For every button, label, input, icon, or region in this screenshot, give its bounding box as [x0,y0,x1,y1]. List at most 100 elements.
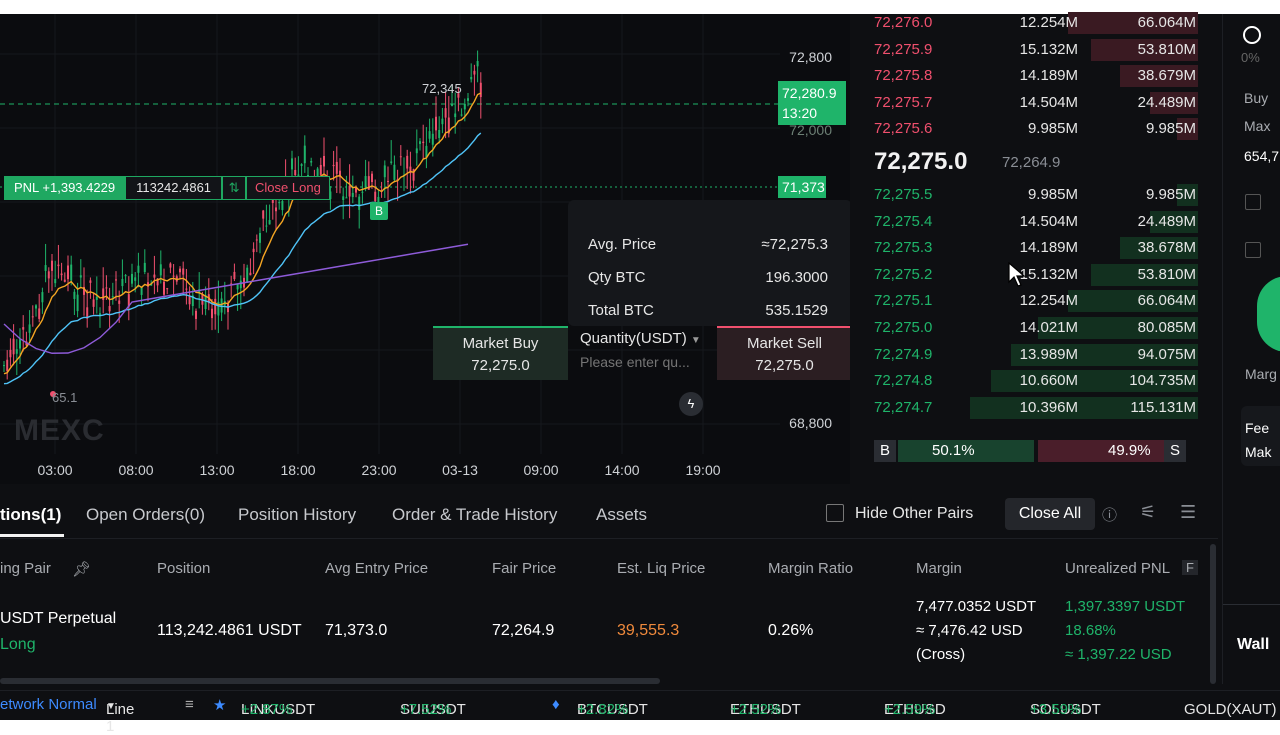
row-liq-price: 39,555.3 [617,622,680,639]
quantity-input[interactable] [580,354,710,370]
candle-body [38,308,41,319]
candle-body [108,306,111,312]
market-buy-button[interactable]: Market Buy 72,275.0 [433,326,568,380]
slider-handle[interactable] [1243,26,1261,44]
tab-order-trade-history[interactable]: Order & Trade History [392,505,558,524]
depth-bar [990,370,1198,393]
book-amount: 12.254M [1019,14,1078,31]
buy-marker: B [370,202,388,220]
active-tab-underline [0,534,64,537]
candle-body [447,117,450,134]
candle-body [246,267,249,283]
candle-body [124,275,127,277]
candle-body [137,265,140,273]
book-amount: 14.189M [1019,67,1078,85]
candle-body [214,298,217,315]
bid-row[interactable]: 72,275.5 9.985M 9.985M [862,182,1198,208]
table-row[interactable]: USDT Perpetual Long 113,242.4861 USDT 71… [0,590,1218,674]
high-label: 72,345 [422,81,462,96]
fee-label: Fee [1245,420,1270,436]
bid-row[interactable]: 72,275.0 14.021M 80.085M [862,315,1198,341]
candle-body [383,165,386,178]
book-price: 72,275.5 [874,186,933,203]
bid-row[interactable]: 72,274.9 13.989M 94.075M [862,342,1198,368]
candle-body [134,277,137,281]
candle-body [172,275,175,277]
order-form-panel: 0% Buy Max 654,7 Marg Fee Mak Wall [1222,14,1280,684]
option-checkbox-1[interactable] [1245,194,1261,210]
candle-body [393,164,396,180]
filter-icon[interactable]: ⚟ [1140,502,1157,522]
candle-body [227,303,229,313]
ask-row[interactable]: 72,275.7 14.504M 24.489M [862,90,1198,116]
open-long-button[interactable] [1257,276,1280,352]
ask-row[interactable]: 72,276.0 12.254M 66.064M [862,10,1198,36]
sell-ratio-badge: S [1164,440,1186,462]
close-long-button[interactable]: Close Long [246,176,330,200]
candle-body [67,265,69,280]
bid-row[interactable]: 72,274.7 10.396M 115.131M [862,395,1198,421]
ask-row[interactable]: 72,275.6 9.985M 9.985M [862,116,1198,142]
ask-row[interactable]: 72,275.9 15.132M 53.810M [862,37,1198,63]
moving-average-line [3,92,482,375]
book-amount: 14.504M [1019,212,1078,230]
tab-open-orders[interactable]: Open Orders(0) [86,505,206,524]
candle-body [79,275,82,278]
reverse-icon[interactable]: ⇅ [222,176,247,200]
candle-body [159,264,162,276]
flag-icon[interactable]: F [1182,560,1198,575]
ask-row[interactable]: 72,275.8 14.189M 38.679M [862,63,1198,89]
hide-other-pairs-checkbox[interactable] [826,504,844,522]
lightning-icon[interactable]: ϟ [679,392,703,416]
ticker-change: +7.52% [400,701,452,718]
bid-row[interactable]: 72,275.3 14.189M 38.678M [862,235,1198,261]
close-all-button[interactable]: Close All [1005,498,1095,530]
ticker-symbol: ETHUSD [884,701,946,718]
col-liq-price: Est. Liq Price [617,560,706,577]
pin-icon[interactable]: 📌︎ [72,561,92,578]
book-amount: 9.985M [1027,186,1078,203]
candle-body [211,308,213,319]
price-chart[interactable]: MEXC 72,800 68,800 72,000 03:00 08:00 13… [0,14,850,484]
list-icon[interactable]: ≡ [185,696,194,713]
horizontal-scrollbar[interactable] [0,678,660,684]
book-amount: 14.021M [1019,319,1078,336]
candle-body [451,103,453,106]
x-tick: 18:00 [280,462,316,478]
flame-icon: ♦ [552,696,560,713]
candle-body [457,93,460,98]
tab-positions[interactable]: tions(1) [0,505,62,524]
book-price: 72,275.1 [874,292,933,310]
tooltip-qty-label: Qty BTC [588,269,646,286]
tab-position-history[interactable]: Position History [238,505,357,524]
candle-body [15,349,18,354]
candle-body [367,176,370,190]
candle-body [297,174,300,176]
bid-row[interactable]: 72,275.2 15.132M 53.810M [862,262,1198,288]
bid-row[interactable]: 72,275.4 14.504M 24.489M [862,209,1198,235]
info-icon[interactable]: ⓘ [1102,507,1118,524]
candle-body [441,118,444,125]
candle-countdown: 13:20 [782,105,818,121]
candle-body [444,108,447,118]
bid-row[interactable]: 72,274.8 10.660M 104.735M [862,368,1198,394]
position-line-bar: PNL +1,393.4229 113242.4861 ⇅ Close Long [4,176,330,200]
candle-body [131,273,133,284]
table-scrollbar[interactable] [1210,544,1216,684]
candle-body [271,199,274,203]
candle-body [252,248,255,253]
book-total: 9.985M [1145,186,1196,203]
candle-body [259,233,261,243]
depth-bar [1120,237,1198,260]
ticker-symbol: SUIUSDT [400,701,466,718]
option-checkbox-2[interactable] [1245,242,1261,258]
market-sell-button[interactable]: Market Sell 72,275.0 [717,326,850,380]
book-amount: 15.132M [1019,40,1078,58]
maker-label: Mak [1245,444,1272,460]
bid-row[interactable]: 72,275.1 12.254M 66.064M [862,288,1198,314]
star-icon[interactable]: ★ [213,697,227,714]
quantity-unit-select[interactable]: Quantity(USDT) ▼ [580,330,701,347]
entry-price-tag: 71,373 [778,176,826,198]
tab-assets[interactable]: Assets [596,505,648,524]
menu-icon[interactable]: ☰ [1180,502,1197,522]
